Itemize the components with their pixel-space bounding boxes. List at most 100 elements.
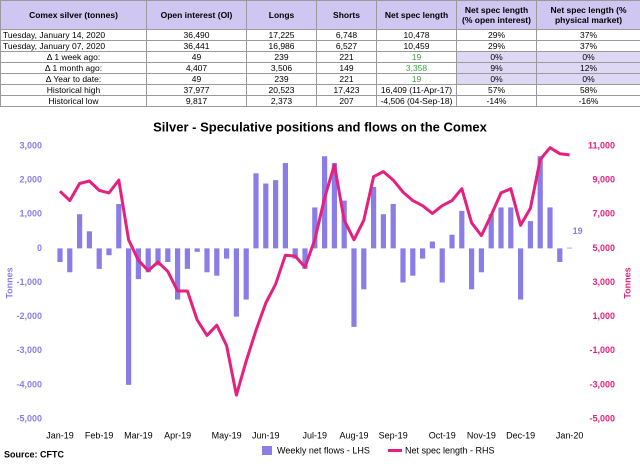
table-cell: 49 (146, 73, 247, 85)
x-tick-label: Mar-19 (124, 430, 153, 440)
chart: Silver - Speculative positions and flows… (4, 119, 632, 459)
x-tick-label: Apr-19 (164, 430, 191, 440)
y2-tick-label: 1,000 (592, 311, 615, 321)
table-cell: 16,986 (246, 40, 317, 52)
table-cell: 207 (316, 95, 377, 107)
bar (361, 248, 367, 290)
column-header: Net spec length (% open interest) (456, 0, 537, 30)
bar (537, 156, 543, 249)
y2-tick-label: -5,000 (589, 413, 615, 423)
bar (77, 214, 83, 249)
line (58, 146, 570, 397)
bar (371, 186, 377, 249)
bar (126, 248, 132, 385)
bar (194, 248, 200, 252)
x-tick-label: Dec-19 (506, 430, 535, 440)
table-cell: 29% (456, 29, 537, 41)
y-tick-label: 3,000 (19, 140, 42, 150)
bar (175, 248, 181, 300)
table-cell: 20,523 (246, 84, 317, 96)
column-header: Open interest (OI) (146, 0, 247, 30)
source-note: Source: CFTC (4, 449, 65, 459)
table-cell: Tuesday, January 14, 2020 (0, 29, 147, 41)
bar (96, 248, 102, 269)
table-cell: 19 (376, 51, 457, 63)
bar (488, 214, 494, 249)
table-cell: 10,459 (376, 40, 457, 52)
table-cell: 6,748 (316, 29, 377, 41)
bar-value-label: 19 (573, 226, 583, 236)
bar (263, 183, 269, 249)
bar (420, 248, 426, 259)
y-tick-label: -2,000 (16, 311, 42, 321)
table-cell: -16% (536, 95, 640, 107)
bar (204, 248, 210, 273)
y2-tick-label: 7,000 (592, 209, 615, 219)
table-cell: 36,441 (146, 40, 247, 52)
table-cell: -14% (456, 95, 537, 107)
table-cell: 12% (536, 62, 640, 74)
table-row: Historical low 9,817 2,373 207 -4,506 (04-Se… (0, 95, 640, 107)
table-cell: 19 (376, 73, 457, 85)
bar (351, 248, 357, 327)
table-cell: 0% (456, 51, 537, 63)
y2-tick-label: 5,000 (592, 243, 615, 253)
table-cell: 149 (316, 62, 377, 74)
bar (214, 248, 220, 276)
table-cell: 6,527 (316, 40, 377, 52)
table-cell: 3,506 (246, 62, 317, 74)
legend-label: Net spec length - RHS (405, 445, 495, 455)
table-cell: 29% (456, 40, 537, 52)
table-cell: 0% (536, 51, 640, 63)
table-cell: 16,409 (11-Apr-17) (376, 84, 457, 96)
y2-tick-label: -3,000 (589, 379, 615, 389)
table-row: Δ 1 month ago: 4,407 3,506 149 3,358 9% 12% (0, 62, 640, 74)
x-tick-label: Aug-19 (339, 430, 368, 440)
x-tick-label: Jul-19 (303, 430, 328, 440)
bar (282, 163, 288, 249)
table-cell: 37% (536, 29, 640, 41)
bar (331, 163, 337, 249)
table-cell: 221 (316, 73, 377, 85)
y2-axis-title: Tonnes (622, 267, 632, 298)
bar (135, 248, 141, 280)
y-tick-label: -5,000 (16, 413, 42, 423)
x-tick-label: Nov-19 (467, 430, 496, 440)
bar (410, 248, 416, 276)
bar (67, 248, 73, 273)
table-cell: Δ 1 week ago: (0, 51, 147, 63)
table-cell: Tuesday, January 07, 2020 (0, 40, 147, 52)
table-cell: 9,817 (146, 95, 247, 107)
legend-swatch (262, 446, 272, 455)
chart-title: Silver - Speculative positions and flows… (153, 119, 488, 134)
legend-label: Weekly net flows - LHS (277, 445, 370, 455)
table-cell: 4,407 (146, 62, 247, 74)
bar (292, 248, 298, 259)
column-header: Net spec length (376, 0, 457, 30)
x-tick-label: Jan-20 (556, 430, 584, 440)
x-tick-label: May-19 (212, 430, 242, 440)
table-row: Tuesday, January 07, 2020 36,441 16,986 6,5… (0, 40, 640, 52)
y-tick-label: 1,000 (19, 209, 42, 219)
bar (469, 248, 475, 290)
table-cell: Historical low (0, 95, 147, 107)
bar (400, 248, 406, 283)
y-tick-label: -4,000 (16, 379, 42, 389)
bar (106, 248, 112, 256)
bar (155, 248, 161, 266)
bar (508, 207, 514, 249)
y-tick-label: -3,000 (16, 345, 42, 355)
bar (439, 248, 445, 283)
y-axis-title: Tonnes (4, 267, 14, 298)
y2-tick-label: 11,000 (588, 140, 615, 150)
y-tick-label: -1,000 (16, 277, 42, 287)
y2-tick-label: 3,000 (592, 277, 615, 287)
bar (547, 207, 553, 249)
table-cell: 2,373 (246, 95, 317, 107)
table-row: Δ Year to date: 49 239 221 19 0% 0% (0, 73, 640, 85)
table-cell: 10,478 (376, 29, 457, 41)
table-cell: 37,977 (146, 84, 247, 96)
bar (145, 248, 151, 273)
table-cell: 36,490 (146, 29, 247, 41)
